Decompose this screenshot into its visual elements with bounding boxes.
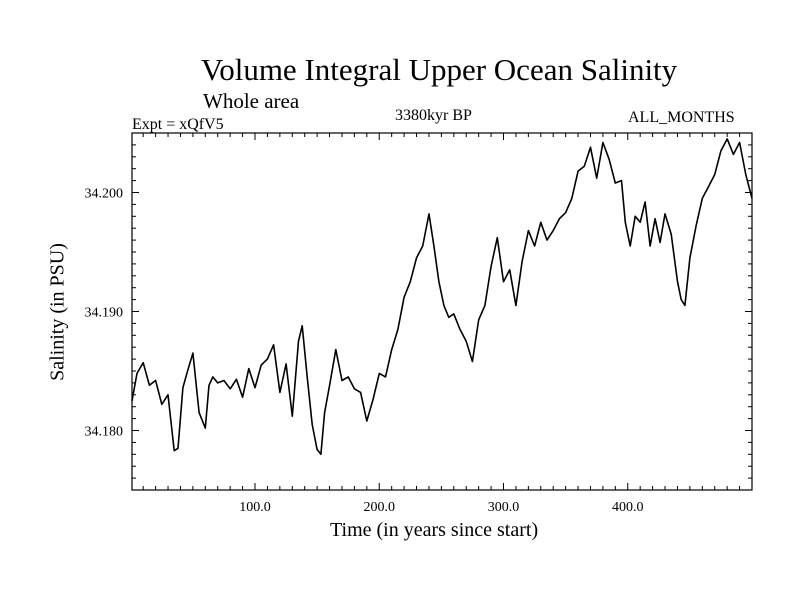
x-tick-label: 200.0 [364,500,396,515]
y-tick-label: 34.190 [85,306,124,321]
x-axis-label: Time (in years since start) [330,519,539,541]
chart-title: Volume Integral Upper Ocean Salinity [200,52,678,87]
experiment-label: Expt = xQfV5 [132,116,224,133]
y-tick-label: 34.200 [85,187,124,202]
x-tick-label: 100.0 [239,500,271,515]
x-tick-label: 400.0 [612,500,644,515]
plot-frame [131,132,753,491]
series-line [131,138,753,456]
series-layer [131,138,753,456]
axis-ticks: 100.0 200.0 300.0 400.0 34.180 34.190 34.200 [85,133,752,515]
chart-subtitle: Whole area [203,89,300,113]
period-label: 3380kyr BP [395,107,472,124]
y-tick-label: 34.180 [85,425,124,440]
x-tick-label: 300.0 [488,500,520,515]
months-label: ALL_MONTHS [628,109,735,126]
